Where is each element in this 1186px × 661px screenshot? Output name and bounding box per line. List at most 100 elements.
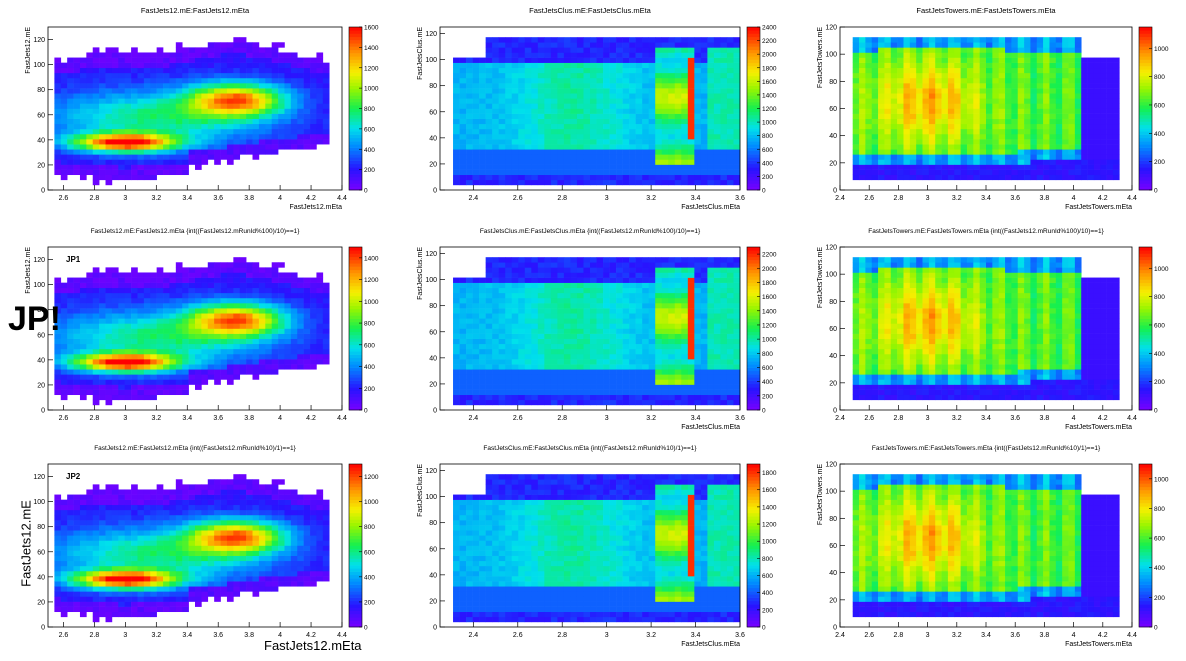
- heatmap-cell: [967, 58, 974, 63]
- heatmap-cell: [131, 339, 138, 344]
- heatmap-cell: [150, 298, 157, 303]
- heatmap-cell: [577, 154, 584, 159]
- heatmap-cell: [865, 170, 872, 175]
- heatmap-cell: [897, 119, 904, 124]
- heatmap-cell: [1043, 93, 1050, 98]
- heatmap-cell: [891, 93, 898, 98]
- heatmap-cell: [253, 129, 260, 134]
- heatmap-cell: [642, 134, 649, 139]
- heatmap-cell: [590, 170, 597, 175]
- heatmap-cell: [1081, 124, 1088, 129]
- heatmap-cell: [310, 139, 317, 144]
- heatmap-cell: [233, 139, 240, 144]
- heatmap-cell: [453, 293, 460, 298]
- heatmap-cell: [1018, 149, 1025, 154]
- heatmap-cell: [603, 37, 610, 42]
- heatmap-cell: [714, 149, 721, 154]
- heatmap-cell: [99, 298, 106, 303]
- heatmap-cell: [246, 293, 253, 298]
- heatmap-cell: [208, 339, 215, 344]
- heatmap-cell: [1024, 149, 1031, 154]
- heatmap-cell: [189, 149, 196, 154]
- heatmap-cell: [227, 124, 234, 129]
- heatmap-cell: [1088, 129, 1095, 134]
- heatmap-cell: [74, 329, 81, 334]
- heatmap-cell: [603, 73, 610, 78]
- heatmap-cell: [323, 354, 330, 359]
- heatmap-cell: [272, 283, 279, 288]
- heatmap-cell: [570, 144, 577, 149]
- heatmap-cell: [986, 58, 993, 63]
- heatmap-cell: [1062, 52, 1069, 57]
- heatmap-cell: [649, 129, 656, 134]
- heatmap-cell: [897, 103, 904, 108]
- colorbar-segment: [1139, 115, 1152, 119]
- heatmap-cell: [272, 139, 279, 144]
- heatmap-cell: [499, 124, 506, 129]
- heatmap-cell: [853, 170, 860, 175]
- heatmap-cell: [259, 124, 266, 129]
- heatmap-cell: [986, 103, 993, 108]
- heatmap-cell: [227, 129, 234, 134]
- heatmap-cell: [505, 68, 512, 73]
- heatmap-cell: [544, 144, 551, 149]
- heatmap-cell: [144, 278, 151, 283]
- colorbar-segment: [349, 131, 362, 135]
- x-tick-label: 2.4: [835, 195, 845, 202]
- heatmap-cell: [208, 88, 215, 93]
- heatmap-cell: [227, 298, 234, 303]
- heatmap-cell: [74, 109, 81, 114]
- heatmap-cell: [240, 364, 247, 369]
- heatmap-cell: [99, 318, 106, 323]
- heatmap-cell: [980, 63, 987, 68]
- heatmap-cell: [176, 139, 183, 144]
- heatmap-cell: [701, 63, 708, 68]
- heatmap-cell: [610, 175, 617, 180]
- heatmap-cell: [163, 52, 170, 57]
- heatmap-cell: [655, 124, 662, 129]
- heatmap-cell: [466, 344, 473, 349]
- heatmap-cell: [144, 134, 151, 139]
- heatmap-cell: [564, 68, 571, 73]
- heatmap-cell: [144, 175, 151, 180]
- heatmap-cell: [967, 124, 974, 129]
- heatmap-cell: [538, 134, 545, 139]
- heatmap-cell: [616, 159, 623, 164]
- colorbar-segment: [349, 247, 362, 251]
- heatmap-cell: [897, 37, 904, 42]
- heatmap-cell: [980, 52, 987, 57]
- heatmap-cell: [118, 278, 125, 283]
- heatmap-cell: [227, 109, 234, 114]
- heatmap-cell: [201, 298, 208, 303]
- heatmap-cell: [182, 63, 189, 68]
- heatmap-cell: [884, 165, 891, 170]
- heatmap-cell: [54, 73, 61, 78]
- heatmap-cell: [1081, 170, 1088, 175]
- heatmap-cell: [99, 52, 106, 57]
- heatmap-cell: [727, 129, 734, 134]
- heatmap-cell: [564, 52, 571, 57]
- heatmap-cell: [227, 68, 234, 73]
- heatmap-cell: [590, 114, 597, 119]
- heatmap-cell: [961, 149, 968, 154]
- heatmap-cell: [67, 308, 74, 313]
- heatmap-cell: [61, 298, 68, 303]
- heatmap-cell: [169, 313, 176, 318]
- heatmap-cell: [80, 303, 87, 308]
- heatmap-cell: [973, 124, 980, 129]
- heatmap-cell: [1081, 134, 1088, 139]
- colorbar-tick-label: 2200: [762, 38, 777, 45]
- heatmap-cell: [253, 139, 260, 144]
- heatmap-cell: [157, 354, 164, 359]
- heatmap-cell: [169, 323, 176, 328]
- heatmap-cell: [629, 58, 636, 63]
- heatmap-cell: [727, 42, 734, 47]
- heatmap-cell: [131, 114, 138, 119]
- heatmap-cell: [176, 114, 183, 119]
- heatmap-cell: [961, 103, 968, 108]
- heatmap-cell: [910, 154, 917, 159]
- heatmap-cell: [655, 73, 662, 78]
- heatmap-cell: [1069, 124, 1076, 129]
- heatmap-cell: [316, 109, 323, 114]
- heatmap-cell: [74, 88, 81, 93]
